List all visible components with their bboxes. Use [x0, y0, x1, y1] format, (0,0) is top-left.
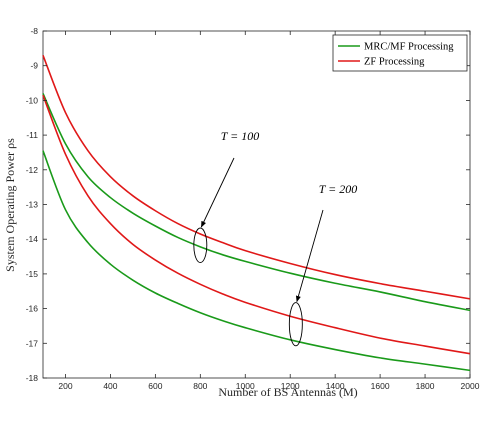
y-tick-label: -9 — [30, 61, 38, 71]
x-tick-label: 1200 — [281, 381, 300, 391]
annotation-label-t200: T = 200 — [319, 182, 358, 196]
plot-frame — [42, 30, 471, 379]
x-tick-label: 400 — [103, 381, 117, 391]
x-tick-label: 600 — [148, 381, 162, 391]
y-tick-label: -15 — [26, 269, 39, 279]
x-tick-label: 1600 — [371, 381, 390, 391]
x-tick-label: 1000 — [236, 381, 255, 391]
x-tick-label: 1800 — [416, 381, 435, 391]
y-tick-label: -17 — [26, 338, 39, 348]
y-tick-label: -18 — [26, 373, 39, 383]
annotation-arrow-t200 — [295, 209, 324, 303]
legend-label-mrc-mf: MRC/MF Processing — [364, 42, 454, 53]
y-tick-label: -12 — [26, 165, 39, 175]
annotation-layer: T = 100 T = 200 — [193, 129, 358, 347]
legend-label-zf: ZF Processing — [364, 57, 425, 68]
y-tick-label: -10 — [26, 95, 39, 105]
x-axis-label: Number of BS Antennas (M) — [218, 385, 357, 399]
x-tick-label: 2000 — [461, 381, 480, 391]
axis-ticks: 200 400 600 800 1000 1200 1400 1600 1800 2000 -18 -… — [26, 26, 480, 391]
y-tick-label: -11 — [26, 130, 38, 140]
series-line-mrc-mf-t200 — [42, 150, 471, 372]
x-tick-label: 800 — [193, 381, 207, 391]
annotation-ellipse-t200 — [288, 302, 303, 347]
series-line-zf-t100 — [42, 54, 471, 300]
y-tick-label: -14 — [26, 234, 39, 244]
annotation-ellipse-t100 — [193, 227, 208, 264]
series-line-zf-t200 — [42, 94, 471, 355]
annotation-label-t100: T = 100 — [221, 129, 260, 143]
series-line-mrc-mf-t100 — [42, 93, 471, 312]
plot-area — [42, 30, 471, 379]
x-tick-label: 1400 — [326, 381, 345, 391]
x-tick-label: 200 — [58, 381, 72, 391]
legend-box — [332, 34, 468, 72]
y-tick-label: -8 — [30, 26, 38, 36]
series-layer — [42, 54, 471, 372]
annotation-arrow-t100 — [200, 157, 235, 228]
y-axis-label: System Operating Power ρs — [3, 138, 17, 272]
legend: MRC/MF Processing ZF Processing — [332, 34, 468, 72]
y-tick-label: -16 — [26, 304, 39, 314]
y-tick-label: -13 — [26, 200, 39, 210]
